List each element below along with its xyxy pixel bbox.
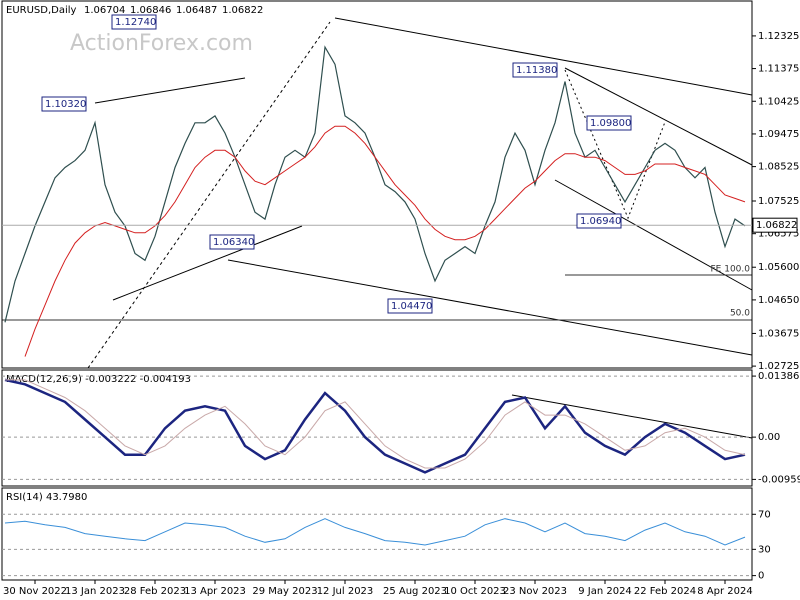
- x-tick-label: 25 Aug 2023: [383, 586, 447, 597]
- x-tick-label: 22 Feb 2024: [634, 586, 696, 597]
- series-line: [5, 379, 746, 469]
- series-line: [24, 125, 746, 357]
- x-tick-label: 9 Jan 2024: [578, 586, 632, 597]
- annotation: 1.10320: [45, 99, 86, 110]
- x-tick-label: 13 Apr 2023: [184, 586, 246, 597]
- header-value: 1.06846: [130, 5, 171, 16]
- x-tick-label: 8 Apr 2024: [697, 586, 752, 597]
- annotation: 1.09800: [590, 118, 631, 129]
- header-value: 1.06822: [222, 5, 263, 16]
- trend-line: [564, 67, 753, 166]
- annotation-box: [41, 96, 87, 112]
- annotation-box: [586, 115, 632, 131]
- annotation: 1.06340: [213, 237, 254, 248]
- trend-lines: [2, 17, 753, 439]
- y-tick-label: 0: [758, 571, 764, 582]
- annotation-box: [512, 62, 558, 78]
- trend-line: [334, 17, 753, 96]
- y-tick-label: 0.00: [758, 432, 780, 443]
- panel-title: MACD(12,26,9) -0.003222 -0.004193: [6, 374, 191, 385]
- series-line: [4, 378, 746, 474]
- panel-frame: [1, 0, 753, 369]
- trend-line: [227, 259, 753, 356]
- panel-frames: [1, 0, 753, 581]
- x-tick-label: 28 Feb 2023: [124, 586, 186, 597]
- y-tick-label: 1.02725: [758, 361, 799, 372]
- y-tick-label: 0.013867: [758, 371, 800, 382]
- y-tick-label: 1.04650: [758, 295, 799, 306]
- fe-label: FE 100.0: [711, 265, 751, 275]
- annotation: 1.12740: [115, 17, 156, 28]
- y-tick-label: 1.07525: [758, 196, 799, 207]
- header-value: 1.06487: [176, 5, 217, 16]
- x-tick-label: 23 Nov 2023: [503, 586, 567, 597]
- annotation-box: [209, 234, 255, 250]
- trend-line: [564, 69, 666, 220]
- y-tick-label: 1.11375: [758, 64, 799, 75]
- trend-line: [94, 77, 246, 104]
- y-tick-label: 1.10425: [758, 96, 799, 107]
- panel-frame: [1, 487, 753, 581]
- price-box: [752, 217, 798, 233]
- annotation: 1.06940: [580, 216, 621, 227]
- x-tick-label: 12 Jul 2023: [317, 586, 374, 597]
- x-tick-label: 30 Nov 2022: [3, 586, 67, 597]
- watermark: ActionForex.com: [70, 31, 253, 56]
- x-tick-label: 29 May 2023: [252, 586, 317, 597]
- series-line: [4, 518, 746, 546]
- y-tick-label: 1.05600: [758, 262, 799, 273]
- x-tick-label: 13 Jan 2023: [65, 586, 125, 597]
- annotation: 1.04470: [391, 301, 432, 312]
- annotation-box: [387, 298, 433, 314]
- annotation-box: [576, 213, 622, 229]
- fib-label: 50.0: [730, 309, 750, 319]
- price-label: 1.06822: [756, 220, 797, 231]
- y-tick-label: 1.09475: [758, 129, 799, 140]
- y-tick-label: 1.06575: [758, 229, 799, 240]
- y-tick-label: 1.03675: [758, 328, 799, 339]
- y-tick-label: -0.009599: [758, 474, 800, 485]
- panel-frame: [1, 369, 753, 487]
- y-tick-label: 1.08525: [758, 162, 799, 173]
- y-tick-label: 70: [758, 509, 771, 520]
- header-value: 1.06704: [84, 5, 125, 16]
- trend-line: [554, 179, 753, 291]
- annotation: 1.11380: [516, 65, 557, 76]
- panel-title: EURUSD,Daily: [6, 5, 77, 16]
- trend-line: [87, 21, 331, 369]
- y-tick-label: 1.12325: [758, 31, 799, 42]
- y-tick-label: 30: [758, 544, 771, 555]
- annotation-box: [111, 14, 157, 30]
- x-tick-label: 10 Oct 2023: [444, 586, 506, 597]
- panel-title: RSI(14) 43.7980: [6, 492, 87, 503]
- trend-line: [511, 394, 753, 439]
